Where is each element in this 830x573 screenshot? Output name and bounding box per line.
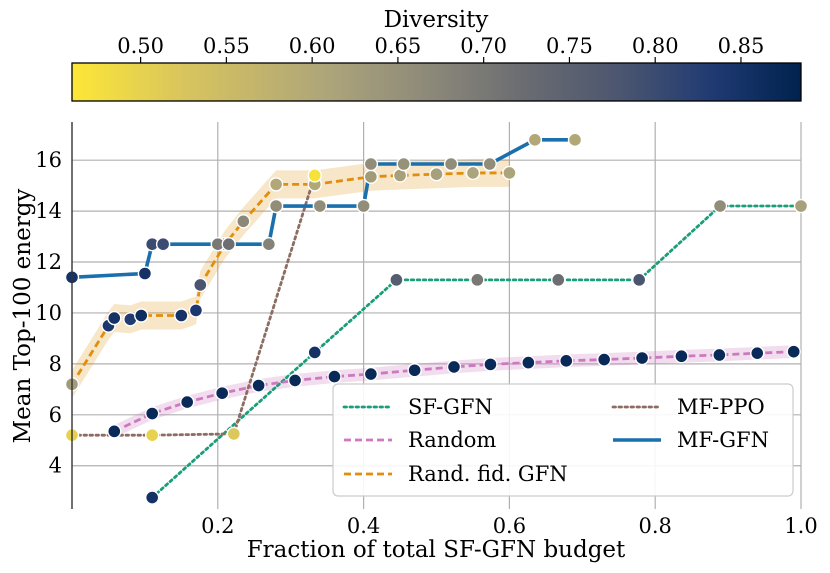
y-tick-label: 8 [49,352,62,376]
data-point-mf-gfn [363,156,379,172]
data-point-mf-gfn [261,237,277,252]
legend-label: Rand. fid. GFN [408,462,568,486]
data-point-random [363,366,379,382]
legend-items: SF-GFN Random Rand. fid. GFN MF-PPO MF-GFN [342,395,769,486]
legend-label: MF-PPO [677,395,765,419]
data-point-random [179,394,195,410]
data-point-sf-gfn [551,272,566,288]
data-point-sf-gfn [389,272,404,288]
colorbar-tick-label: 0.80 [632,34,679,58]
colorbar: Diversity 0.50 0.55 0.60 0.65 0.70 0.75 0.80 0.… [71,7,802,102]
data-point-random [251,378,266,393]
y-tick-label: 14 [35,199,62,223]
data-point-mf-gfn [567,132,583,148]
data-point-sf-gfn [631,272,647,288]
data-point-random [287,373,303,388]
y-tick-label: 12 [35,250,62,274]
data-point-mf-gfn [221,237,236,252]
colorbar-gradient [71,62,802,102]
data-point-mf-gfn [482,156,497,172]
data-point-sf-gfn [793,198,809,214]
series-markers [64,132,809,505]
legend-box [332,383,794,497]
series-line-mf-ppo [72,174,317,437]
legend-label: SF-GFN [408,395,493,419]
data-point-rand-fid-gfn [502,165,517,181]
data-point-rand-fid-gfn [429,166,444,182]
data-point-mf-gfn [356,198,371,214]
data-point-random [144,406,160,421]
data-point-mf-gfn [527,132,543,148]
band-rand-fid-gfn [72,158,510,399]
data-point-random [712,347,727,363]
colorbar-tick-label: 0.85 [718,34,765,58]
data-point-random [214,385,230,401]
colorbar-tick-label: 0.55 [203,34,250,58]
x-tick-label: 0.4 [347,514,380,538]
data-point-rand-fid-gfn [193,277,208,293]
x-tick-label: 0.8 [638,514,671,538]
data-point-mf-gfn [155,237,171,252]
colorbar-tick-label: 0.70 [460,34,507,58]
y-tick-label: 16 [35,148,62,172]
data-point-sf-gfn [144,490,160,505]
data-point-rand-fid-gfn [236,214,251,229]
data-point-rand-fid-gfn [363,169,379,184]
data-point-sf-gfn [712,198,728,214]
data-point-random [521,355,536,370]
data-point-mf-gfn [137,266,153,281]
y-tick-label: 10 [35,301,62,325]
colorbar-tick-label: 0.50 [117,34,164,58]
x-tick-labels: 0.2 0.4 0.6 0.8 1.0 [201,514,818,538]
data-point-random [327,369,342,384]
data-point-mf-gfn [268,198,284,214]
data-point-random [446,359,462,375]
data-point-rand-fid-gfn [268,177,284,192]
colorbar-title: Diversity [384,7,489,33]
x-tick-label: 1.0 [784,514,817,538]
data-point-random [407,363,422,378]
data-point-mf-gfn [312,198,328,214]
data-point-random [483,357,498,372]
data-point-mf-ppo [226,426,242,442]
data-point-mf-ppo [144,427,160,443]
data-point-rand-fid-gfn [107,310,122,326]
data-point-mf-gfn [396,156,411,172]
y-tick-label: 6 [49,403,62,427]
legend-label: MF-GFN [677,428,769,452]
data-point-random [634,350,650,366]
y-tick-label: 4 [49,454,62,478]
data-point-random [107,424,122,439]
data-point-mf-gfn [443,156,459,172]
colorbar-tick-label: 0.65 [375,34,422,58]
colorbar-tick-label: 0.60 [289,34,336,58]
colorbar-tick-label: 0.75 [546,34,593,58]
legend: SF-GFN Random Rand. fid. GFN MF-PPO MF-GFN [332,383,794,497]
data-point-random [674,349,689,364]
data-point-mf-ppo [307,168,322,183]
data-point-random [786,344,801,359]
legend-label: Random [408,428,496,452]
data-point-sf-gfn [307,345,322,360]
y-tick-labels: 4 6 8 10 12 14 16 [35,148,62,478]
data-point-rand-fid-gfn [188,303,204,318]
colorbar-ticks: 0.50 0.55 0.60 0.65 0.70 0.75 0.80 0.85 [117,34,764,63]
data-point-rand-fid-gfn [465,165,481,181]
data-point-sf-gfn [470,272,485,288]
data-point-random [596,352,612,367]
data-point-random [559,353,574,369]
data-point-rand-fid-gfn [134,308,149,323]
x-tick-label: 0.2 [201,514,234,538]
x-tick-label: 0.6 [493,514,526,538]
data-point-random [750,345,765,361]
x-axis-title: Fraction of total SF-GFN budget [247,537,626,563]
series-line-sf-gfn [150,204,801,499]
data-point-rand-fid-gfn [174,308,189,323]
y-axis-title: Mean Top-100 energy [10,189,36,444]
